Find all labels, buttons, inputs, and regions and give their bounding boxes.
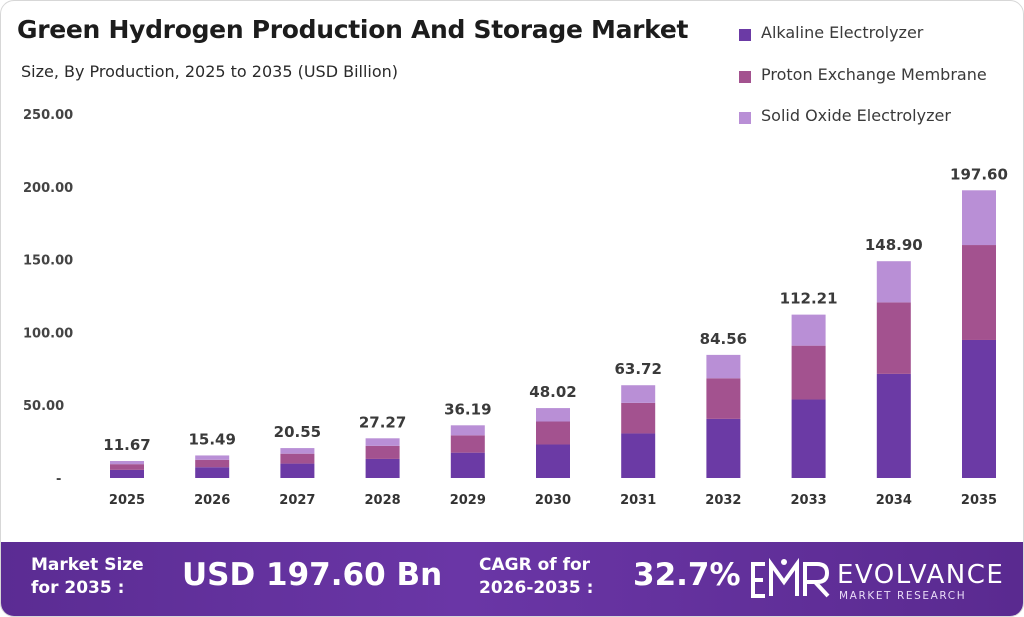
x-tick-label-2029: 2029 <box>450 493 486 508</box>
market-size-value: USD 197.60 Bn <box>182 557 443 593</box>
bar-2030-series-2 <box>536 408 570 422</box>
bar-2031-series-0 <box>621 433 656 478</box>
bar-2028-series-2 <box>365 438 400 446</box>
total-label-2035: 197.60 <box>950 165 1008 183</box>
brand-logo: EVOLVANCE MARKET RESEARCH <box>751 556 1013 604</box>
total-label-2029: 36.19 <box>444 400 491 418</box>
bar-2029-series-2 <box>450 425 485 436</box>
bar-2026-series-2 <box>195 455 230 460</box>
y-tick-label-0: - <box>56 472 61 487</box>
legend: Alkaline Electrolyzer Proton Exchange Me… <box>739 23 987 148</box>
total-label-2032: 84.56 <box>700 330 747 348</box>
chart-title: Green Hydrogen Production And Storage Ma… <box>17 15 689 44</box>
legend-item-alkaline: Alkaline Electrolyzer <box>739 23 987 65</box>
total-label-2027: 20.55 <box>274 423 321 441</box>
bar-2027-series-0 <box>280 463 315 478</box>
bar-2035-series-1 <box>962 245 996 340</box>
market-size-label-line1: Market Size <box>31 555 144 575</box>
cagr-value: 32.7% <box>633 557 741 593</box>
x-tick-label-2031: 2031 <box>620 493 656 508</box>
y-tick-label-5: 250.00 <box>23 108 73 123</box>
cagr-label-line2: 2026-2035 : <box>479 578 594 598</box>
brand-name: EVOLVANCE <box>837 560 1005 590</box>
x-tick-label-2035: 2035 <box>961 493 997 508</box>
legend-label-solid-oxide: Solid Oxide Electrolyzer <box>761 106 951 125</box>
stacked-bar-chart: - 50.00 100.00 150.00 200.00 250.00 11.67 2025 1… <box>23 108 1008 508</box>
x-tick-label-2026: 2026 <box>194 493 230 508</box>
y-tick-label-1: 50.00 <box>23 399 64 414</box>
bar-2027-series-1 <box>280 453 315 464</box>
bar-2025-series-2 <box>110 461 144 465</box>
bar-2034-series-0 <box>876 373 911 478</box>
legend-item-pem: Proton Exchange Membrane <box>739 65 987 107</box>
bar-2031-series-1 <box>621 402 656 434</box>
x-tick-label-2027: 2027 <box>279 493 315 508</box>
total-label-2030: 48.02 <box>529 383 576 401</box>
market-size-label-line2: for 2035 : <box>31 578 125 598</box>
bar-2026-series-0 <box>195 467 230 478</box>
bar-2026-series-1 <box>195 459 230 468</box>
total-label-2028: 27.27 <box>359 413 406 431</box>
bar-2035-series-2 <box>962 190 996 246</box>
emr-logo-icon <box>751 558 830 598</box>
x-tick-label-2028: 2028 <box>365 493 401 508</box>
cagr-label-line1: CAGR of for <box>479 555 591 575</box>
bar-2030-series-0 <box>536 444 570 478</box>
bar-2029-series-1 <box>450 435 485 453</box>
total-label-2034: 148.90 <box>865 236 923 254</box>
x-tick-label-2025: 2025 <box>109 493 145 508</box>
bar-2025-series-1 <box>110 464 144 470</box>
bar-2032-series-1 <box>706 378 741 419</box>
brand-subtitle: MARKET RESEARCH <box>839 590 967 602</box>
x-tick-label-2033: 2033 <box>791 493 827 508</box>
bar-2032-series-2 <box>706 354 741 379</box>
total-label-2033: 112.21 <box>780 290 838 308</box>
legend-label-alkaline: Alkaline Electrolyzer <box>761 23 924 42</box>
y-tick-label-4: 200.00 <box>23 181 73 196</box>
bar-2028-series-0 <box>365 458 400 478</box>
bar-2027-series-2 <box>280 448 315 454</box>
total-label-2026: 15.49 <box>188 430 235 448</box>
total-label-2031: 63.72 <box>614 360 661 378</box>
total-label-2025: 11.67 <box>103 436 150 454</box>
x-tick-label-2032: 2032 <box>705 493 741 508</box>
bar-2029-series-0 <box>450 452 485 478</box>
legend-label-pem: Proton Exchange Membrane <box>761 64 987 84</box>
y-tick-label-3: 150.00 <box>23 254 73 269</box>
bar-2033-series-2 <box>791 314 826 346</box>
bar-2028-series-1 <box>365 445 400 459</box>
legend-swatch-solid-oxide <box>739 112 751 124</box>
bar-2034-series-2 <box>876 261 911 303</box>
bar-2033-series-0 <box>791 399 826 478</box>
bar-2031-series-2 <box>621 385 656 403</box>
bar-2035-series-0 <box>962 339 996 478</box>
legend-swatch-pem <box>739 70 751 83</box>
x-tick-label-2034: 2034 <box>876 493 912 508</box>
legend-item-solid-oxide: Solid Oxide Electrolyzer <box>739 106 987 148</box>
bar-2030-series-1 <box>536 421 570 445</box>
legend-swatch-alkaline <box>739 29 751 41</box>
y-tick-label-2: 100.00 <box>23 326 73 341</box>
bar-2025-series-0 <box>110 469 144 478</box>
bar-2032-series-0 <box>706 418 741 478</box>
x-tick-label-2030: 2030 <box>535 493 571 508</box>
bar-2033-series-1 <box>791 345 826 400</box>
chart-subtitle: Size, By Production, 2025 to 2035 (USD B… <box>21 62 399 81</box>
bar-2034-series-1 <box>876 302 911 374</box>
footer-banner: Market Size for 2035 : USD 197.60 Bn CAG… <box>1 542 1023 616</box>
